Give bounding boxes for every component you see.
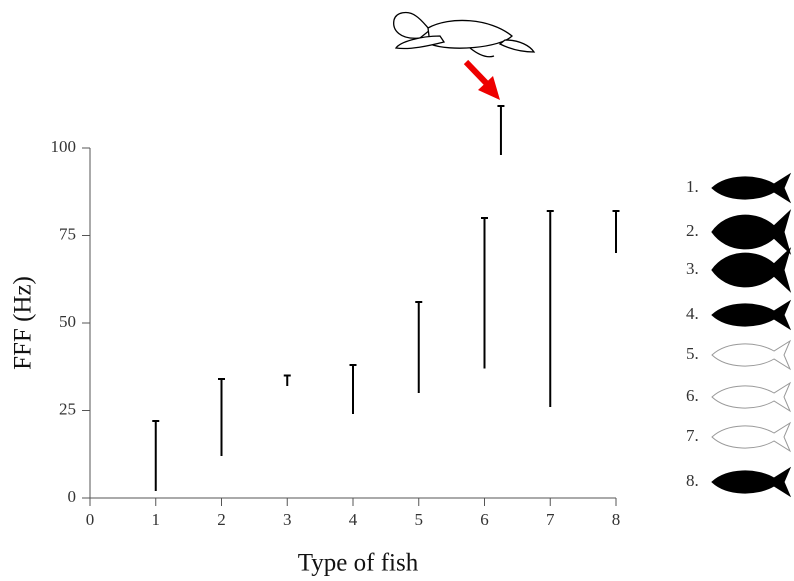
range-bar	[152, 420, 160, 491]
fish-icon	[711, 421, 792, 453]
range-bar	[612, 210, 620, 253]
y-tick-label: 50	[59, 312, 76, 331]
x-tick-label: 6	[480, 510, 489, 529]
fish-icon	[711, 466, 792, 498]
legend-label: 8.	[686, 471, 699, 490]
fish-icon	[711, 339, 792, 371]
x-axis-title: Type of fish	[298, 550, 419, 577]
legend-label: 5.	[686, 344, 699, 363]
y-tick-label: 0	[68, 487, 77, 506]
fish-icon	[711, 299, 792, 331]
range-bar	[481, 217, 488, 369]
x-tick-label: 7	[546, 510, 555, 529]
turtle-icon	[393, 11, 536, 58]
range-bar	[546, 210, 554, 407]
x-tick-label: 5	[415, 510, 424, 529]
legend-label: 6.	[686, 386, 699, 405]
legend-label: 7.	[686, 426, 699, 445]
fish-icon	[711, 381, 792, 413]
range-bar	[415, 301, 423, 393]
fish-icon	[711, 172, 792, 204]
range-bar	[497, 105, 505, 155]
fish-icon	[711, 247, 792, 293]
x-tick-label: 0	[86, 510, 95, 529]
fish-icon	[711, 209, 792, 255]
fish-icons: 1. 2. 3. 4. 5. 6. 7. 8.	[686, 172, 792, 498]
x-tick-label: 2	[217, 510, 226, 529]
range-bar	[349, 364, 357, 414]
legend-label: 3.	[686, 259, 699, 278]
x-tick-label: 1	[152, 510, 161, 529]
legend-label: 4.	[686, 304, 699, 323]
range-bar	[218, 378, 225, 456]
x-tick-label: 3	[283, 510, 292, 529]
y-tick-label: 100	[51, 137, 77, 156]
arrow	[463, 59, 500, 100]
legend-label: 2.	[686, 221, 699, 240]
range-bar	[283, 374, 291, 386]
x-tick-label: 8	[612, 510, 621, 529]
y-tick-label: 75	[59, 224, 76, 243]
legend-label: 1.	[686, 177, 699, 196]
y-axis-title: FFF (Hz)	[10, 276, 37, 370]
x-tick-label: 4	[349, 510, 358, 529]
y-tick-label: 25	[59, 399, 76, 418]
